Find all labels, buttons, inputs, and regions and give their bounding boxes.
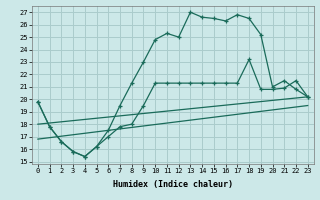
X-axis label: Humidex (Indice chaleur): Humidex (Indice chaleur) <box>113 180 233 189</box>
